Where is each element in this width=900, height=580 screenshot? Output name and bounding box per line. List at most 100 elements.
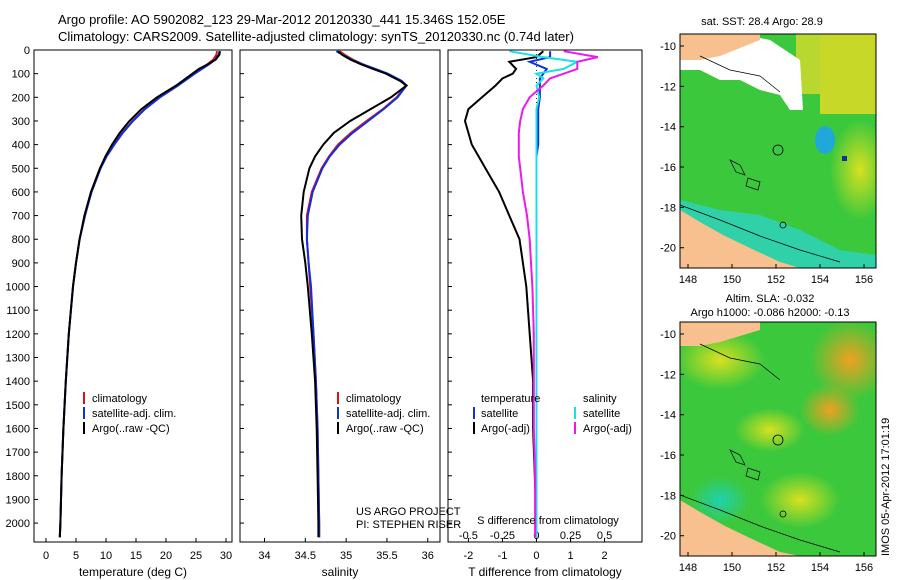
sla-map-ticks: -10 -12 -14 -16 -18 -20 148 150 152 154 156 <box>660 329 873 574</box>
legend-label-t-argo: Argo(-adj) <box>481 423 530 435</box>
lon-tick-label: 152 <box>767 274 785 286</box>
legend-title-salinity: salinity <box>583 393 617 405</box>
top-x-tick-label: -0.25 <box>490 530 515 542</box>
depth-tick-label: 1800 <box>6 471 30 483</box>
series-line-argo-raw-qc- <box>58 51 221 538</box>
legend-title-temperature: temperature <box>481 393 540 405</box>
sst-cold-spot <box>815 126 835 154</box>
depth-tick-label: 200 <box>12 92 30 104</box>
page-title: Argo profile: AO 5902082_123 29-Mar-2012… <box>58 12 506 27</box>
sla-map-label: Altim. SLA: -0.032 <box>726 293 815 305</box>
depth-tick-label: 1100 <box>6 305 30 317</box>
x-tick-label: 0 <box>533 550 539 562</box>
salinity-legend: climatology satellite-adj. clim. Argo(..… <box>337 392 430 435</box>
x-tick-label: 15 <box>130 550 142 562</box>
series-line-s-satellite <box>509 50 581 538</box>
x-tick-label: 2 <box>601 550 607 562</box>
sla-map-frame <box>679 321 877 557</box>
lat-tick-label: -12 <box>660 369 676 381</box>
reef-outline <box>745 467 761 481</box>
depth-tick-label: 1400 <box>6 376 30 388</box>
depth-tick-label: 1000 <box>6 282 30 294</box>
coastline <box>699 343 781 381</box>
sst-map-label: sat. SST: 28.4 Argo: 28.9 <box>701 16 823 28</box>
reef-outline <box>729 159 746 176</box>
temperature-xlabel: temperature (deg C) <box>79 565 187 579</box>
project-annotation-line1: US ARGO PROJECT <box>356 506 461 518</box>
argo-float-marker <box>772 144 784 156</box>
x-tick-label: 25 <box>190 550 202 562</box>
lat-tick-label: -18 <box>660 202 676 214</box>
depth-tick-label: 800 <box>12 234 30 246</box>
legend-label-s-satellite: satellite <box>583 408 620 420</box>
x-tick-label: -1 <box>498 550 508 562</box>
sla-map: -10 -12 -14 -16 -18 -20 148 150 152 154 156 <box>660 321 877 574</box>
land-australia <box>680 500 800 556</box>
sla-high-patch <box>760 472 840 528</box>
coastline <box>699 55 781 93</box>
x-tick-label: 5 <box>73 550 79 562</box>
difference-legend: temperature satellite Argo(-adj) salinit… <box>473 393 632 435</box>
sst-warm-patch <box>830 120 876 220</box>
depth-tick-label: 300 <box>12 116 30 128</box>
legend-label-t-satellite: satellite <box>481 408 518 420</box>
lon-tick-label: 156 <box>855 274 873 286</box>
depth-tick-label: 600 <box>12 187 30 199</box>
land-papua <box>680 322 760 346</box>
x-tick-label: 35 <box>340 550 352 562</box>
temperature-plot: 0 5 10 15 20 25 30 <box>33 49 233 562</box>
depth-tick-label: 900 <box>12 258 30 270</box>
lat-tick-label: -20 <box>660 531 676 543</box>
x-tick-label: 34.5 <box>295 550 316 562</box>
depth-tick-label: 400 <box>12 140 30 152</box>
depth-tick-label: 1700 <box>6 447 30 459</box>
legend-label-s-argo: Argo(-adj) <box>583 423 632 435</box>
reef-outline <box>745 177 761 191</box>
legend-label-satellite: satellite-adj. clim. <box>92 408 176 420</box>
lon-tick-label: 152 <box>767 562 785 574</box>
lon-tick-label: 150 <box>723 274 741 286</box>
salinity-xlabel: salinity <box>322 565 359 579</box>
depth-tick-label: 100 <box>12 69 30 81</box>
difference-plot-frame <box>447 49 643 543</box>
lat-tick-label: -16 <box>660 450 676 462</box>
sla-low-patch <box>690 476 750 524</box>
land-papua <box>680 34 760 60</box>
t-difference-xlabel: T difference from climatology <box>468 565 622 579</box>
sst-map-frame <box>679 33 877 269</box>
top-x-tick-label: 0.5 <box>597 530 612 542</box>
depth-tick-label: 1600 <box>6 423 30 435</box>
depth-tick-label: 0 <box>24 45 30 57</box>
project-annotation-line2: PI: STEPHEN RISER <box>356 519 461 531</box>
lon-tick-label: 154 <box>811 274 829 286</box>
depth-tick-label: 700 <box>12 211 30 223</box>
sst-map: -10 -12 -14 -16 -18 -20 148 150 152 154 156 <box>660 33 877 286</box>
depth-tick-label: 1900 <box>6 494 30 506</box>
legend-label-satellite: satellite-adj. clim. <box>346 408 430 420</box>
temperature-plot-frame <box>33 49 233 543</box>
lon-tick-label: 154 <box>811 562 829 574</box>
legend-label-argo: Argo(..raw -QC) <box>346 423 424 435</box>
temperature-plot-marks: 0 5 10 15 20 25 30 <box>34 49 232 562</box>
lon-tick-label: 148 <box>679 274 697 286</box>
salinity-plot-marks: 34 34.5 35 35.5 36 <box>240 49 434 562</box>
sla-high-patch <box>810 322 876 400</box>
temperature-legend: climatology satellite-adj. clim. Argo(..… <box>83 392 176 435</box>
difference-plot: -2 -1 0 1 2-0.5 -0.25 0 0.25 0.5 <box>447 49 643 562</box>
island-marker <box>779 510 787 518</box>
series-line-s-argo-adj- <box>517 50 599 538</box>
top-x-tick-label: -0.5 <box>459 530 478 542</box>
series-line-argo-raw-qc- <box>300 50 409 538</box>
lon-tick-label: 150 <box>723 562 741 574</box>
legend-label-argo: Argo(..raw -QC) <box>92 423 170 435</box>
sst-map-ticks: -10 -12 -14 -16 -18 -20 148 150 152 154 156 <box>660 41 873 286</box>
depth-tick-label: 500 <box>12 163 30 175</box>
lon-tick-label: 148 <box>679 562 697 574</box>
legend-label-climatology: climatology <box>346 393 402 405</box>
depth-axis-labels: 0 100 200 300 400 500 600 700 800 900 1000 1100 1200… <box>6 45 30 530</box>
x-tick-label: 36 <box>422 550 434 562</box>
difference-plot-marks: -2 -1 0 1 2-0.5 -0.25 0 0.25 0.5 <box>448 49 612 562</box>
reef-outline <box>729 449 746 466</box>
depth-tick-label: 2000 <box>6 518 30 530</box>
